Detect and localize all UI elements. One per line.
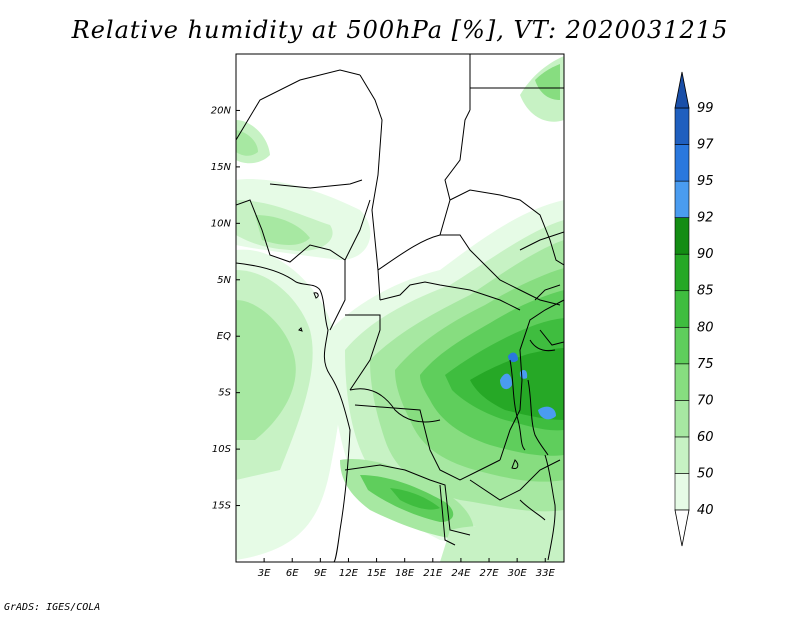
lat-label: EQ (217, 331, 231, 342)
colorbar-label: 92 (697, 211, 714, 226)
lat-label: 15S (212, 501, 232, 512)
colorbar-label: 75 (697, 357, 714, 372)
lat-label: 10N (211, 218, 232, 229)
colorbar-segment (674, 436, 690, 474)
colorbar-segment (674, 363, 690, 401)
colorbar-label: 70 (697, 393, 714, 408)
colorbar-label: 85 (697, 284, 714, 299)
humidity-field (236, 54, 564, 562)
colorbar-segment (674, 400, 690, 438)
colorbar-label: 97 (697, 138, 714, 153)
colorbar-max-arrow (674, 71, 690, 109)
colorbar-label: 90 (697, 247, 714, 262)
colorbar-segment (674, 253, 690, 292)
colorbar: 40 50 60 70 75 80 85 90 92 95 97 99 (674, 71, 714, 547)
lon-label: 24E (451, 568, 471, 579)
colorbar-segment (674, 326, 690, 365)
colorbar-label: 80 (697, 320, 714, 335)
colorbar-label: 60 (697, 430, 714, 445)
colorbar-segment (674, 473, 690, 511)
colorbar-min-arrow (674, 509, 690, 547)
lon-label: 9E (314, 568, 327, 579)
lon-label: 33E (536, 568, 556, 579)
grads-credit: GrADS: IGES/COLA (4, 602, 101, 613)
lon-label: 21E (423, 568, 443, 579)
colorbar-segment (674, 290, 690, 328)
lat-label: 5S (218, 388, 231, 399)
colorbar-label: 95 (697, 174, 714, 189)
country-borders (236, 54, 564, 562)
latitude-axis: 20N 15N 10N 5N EQ 5S 10S 15S (211, 105, 240, 512)
lat-label: 20N (211, 105, 232, 116)
colorbar-segment (674, 144, 690, 182)
lon-label: 30E (508, 568, 528, 579)
lon-label: 3E (258, 568, 271, 579)
lon-label: 12E (339, 568, 359, 579)
map-frame (235, 53, 565, 563)
lon-label: 15E (367, 568, 387, 579)
lat-label: 15N (211, 162, 232, 173)
lat-label: 10S (212, 444, 232, 455)
lon-label: 6E (286, 568, 299, 579)
colorbar-label: 40 (697, 503, 714, 518)
colorbar-segment (674, 107, 690, 145)
lon-label: 18E (395, 568, 415, 579)
colorbar-segment (674, 217, 690, 255)
lat-label: 5N (217, 275, 231, 286)
map-title: Relative humidity at 500hPa [%], VT: 202… (71, 16, 729, 44)
longitude-axis: 3E 6E 9E 12E 15E 18E 21E 24E 27E 30E 33E (258, 558, 556, 579)
colorbar-label: 99 (697, 101, 714, 116)
colorbar-segment (674, 180, 690, 218)
colorbar-label: 50 (697, 466, 714, 481)
lon-label: 27E (480, 568, 500, 579)
